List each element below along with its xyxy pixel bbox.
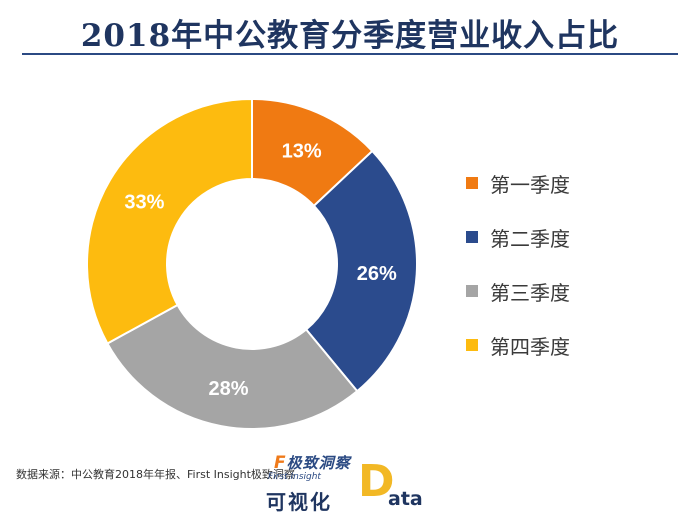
donut-slice-4 — [86, 97, 253, 345]
legend-item-1: 第一季度 — [466, 170, 570, 197]
legend-item-2: 第二季度 — [466, 224, 570, 251]
legend-label: 第一季度 — [490, 172, 570, 197]
legend-label: 第四季度 — [490, 334, 570, 359]
donut-slice-3 — [106, 303, 359, 430]
brand-mark: F极致洞察 — [274, 452, 351, 473]
legend-label: 第二季度 — [490, 226, 570, 251]
brand-name: 可视化 — [266, 490, 332, 514]
legend-swatch — [466, 285, 478, 297]
legend-swatch — [466, 177, 478, 189]
source-note: 数据来源：中公教育2018年年报、First Insight极致洞察 — [16, 468, 295, 481]
legend-item-4: 第四季度 — [466, 332, 570, 359]
donut-slice-2 — [304, 149, 418, 393]
slice-label-2: 26% — [357, 263, 397, 285]
brand-mark-f: F — [274, 453, 287, 473]
brand-ata: ata — [388, 488, 423, 510]
brand-logo: F极致洞察 First Insight 可视化 D ata — [266, 452, 436, 514]
legend-item-3: 第三季度 — [466, 278, 570, 305]
chart-legend: 第一季度第二季度第三季度第四季度 — [466, 170, 570, 386]
brand-subtitle: First Insight — [268, 472, 321, 482]
slice-label-1: 13% — [282, 140, 322, 162]
legend-swatch — [466, 231, 478, 243]
brand-mark-text: 极致洞察 — [286, 454, 351, 472]
legend-swatch — [466, 339, 478, 351]
slice-label-4: 33% — [124, 191, 164, 213]
legend-label: 第三季度 — [490, 280, 570, 305]
chart-title: 2018年中公教育分季度营业收入占比 — [80, 18, 620, 54]
brand-d: D — [358, 456, 395, 507]
title-underline — [22, 53, 678, 55]
slice-label-3: 28% — [209, 378, 249, 400]
